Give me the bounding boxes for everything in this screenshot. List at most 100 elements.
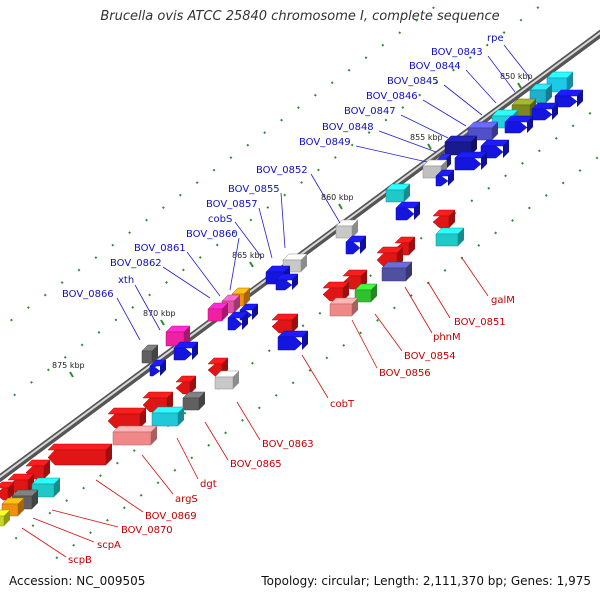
label-leader-line <box>310 173 341 224</box>
gene-label-reverse[interactable]: dgt <box>200 479 217 490</box>
gene-feature[interactable] <box>25 459 51 480</box>
label-leader-line <box>204 421 229 461</box>
gene-labels: rpe BOV_0843 BOV_0844 BOV_0845 BOV_0846 BOV_0… <box>62 33 515 566</box>
gene-label-forward[interactable]: BOV_0844 <box>409 61 461 72</box>
label-leader-line <box>404 286 433 334</box>
gene-label-reverse[interactable]: BOV_0856 <box>379 368 431 379</box>
gene-feature[interactable] <box>141 344 159 364</box>
label-leader-line <box>355 145 428 163</box>
scale-tick-mark <box>69 371 74 378</box>
accession-text: Accession: NC_009505 <box>9 574 146 588</box>
gene-label-reverse[interactable]: BOV_0863 <box>262 439 314 450</box>
gene-feature[interactable] <box>435 169 455 187</box>
gene-label-forward[interactable]: BOV_0860 <box>186 229 238 240</box>
gene-feature[interactable] <box>47 443 113 466</box>
scale-tick-label: 850 kbp <box>500 72 533 81</box>
gene-label-forward[interactable]: BOV_0857 <box>206 199 258 210</box>
label-leader-line <box>176 437 199 480</box>
gene-feature[interactable] <box>112 425 158 446</box>
gene-label-forward[interactable]: BOV_0846 <box>366 91 418 102</box>
gene-label-reverse[interactable]: argS <box>175 494 198 505</box>
gene-label-reverse[interactable]: scpA <box>97 540 121 551</box>
gene-label-reverse[interactable]: BOV_0851 <box>454 317 506 328</box>
scale-tick-label: 855 kbp <box>410 133 443 142</box>
gene-feature[interactable] <box>0 481 15 501</box>
label-leader-line <box>186 251 221 297</box>
gene-feature[interactable] <box>149 359 167 377</box>
label-leader-line <box>162 266 211 299</box>
gene-label-forward[interactable]: xth <box>118 275 134 286</box>
gene-feature[interactable] <box>422 159 448 179</box>
label-leader-line <box>400 114 449 139</box>
scale-tick-label: 860 kbp <box>321 193 354 202</box>
gene-feature[interactable] <box>454 151 488 171</box>
gene-feature[interactable] <box>214 370 240 390</box>
dotted-guides <box>10 6 599 560</box>
gene-label-reverse[interactable]: BOV_0865 <box>230 459 282 470</box>
gene-label-reverse[interactable]: BOV_0870 <box>121 525 173 536</box>
label-leader-line <box>465 69 497 104</box>
gene-feature[interactable] <box>531 102 559 121</box>
label-leader-line <box>443 84 483 116</box>
gene-label-forward[interactable]: BOV_0843 <box>431 47 483 58</box>
label-leader-line <box>427 281 451 319</box>
gene-feature[interactable] <box>207 302 229 322</box>
label-leader-line <box>487 55 516 93</box>
gene-feature[interactable] <box>381 261 413 282</box>
gene-label-reverse[interactable]: BOV_0854 <box>404 351 456 362</box>
gene-label-reverse[interactable]: galM <box>491 295 515 306</box>
gene-feature[interactable] <box>354 283 378 303</box>
gene-label-forward[interactable]: BOV_0861 <box>134 243 186 254</box>
scale-tick-mark <box>517 82 522 89</box>
gene-feature[interactable] <box>504 115 534 134</box>
gene-feature[interactable] <box>329 297 359 317</box>
label-leader-line <box>236 401 261 441</box>
gene-label-reverse[interactable]: cobT <box>330 399 355 410</box>
gene-feature[interactable] <box>271 313 299 334</box>
gene-label-forward[interactable]: cobS <box>208 214 232 225</box>
gene-label-forward[interactable]: BOV_0847 <box>344 106 396 117</box>
gene-feature[interactable] <box>173 341 199 361</box>
scale-tick-label: 870 kbp <box>143 309 176 318</box>
gene-feature[interactable] <box>275 273 299 291</box>
gene-feature[interactable] <box>182 391 206 411</box>
gene-feature[interactable] <box>435 227 465 247</box>
label-leader-line <box>461 257 489 297</box>
gene-label-reverse[interactable]: BOV_0869 <box>145 511 197 522</box>
gene-feature[interactable] <box>554 89 584 108</box>
gene-feature[interactable] <box>107 407 147 429</box>
gene-label-forward[interactable]: BOV_0848 <box>322 122 374 133</box>
gene-label-forward[interactable]: BOV_0862 <box>110 258 162 269</box>
gene-label-forward[interactable]: BOV_0852 <box>256 165 308 176</box>
label-leader-line <box>301 354 329 399</box>
label-leaders <box>21 44 531 558</box>
label-leader-line <box>229 237 240 291</box>
label-leader-line <box>32 517 95 543</box>
gene-label-reverse[interactable]: phnM <box>433 332 461 343</box>
gene-feature[interactable] <box>0 509 11 527</box>
label-leader-line <box>21 527 67 558</box>
gene-feature[interactable] <box>385 183 411 203</box>
gene-feature[interactable] <box>345 235 367 255</box>
gene-label-forward[interactable]: BOV_0866 <box>62 289 114 300</box>
gene-label-forward[interactable]: BOV_0845 <box>387 76 439 87</box>
gene-label-reverse[interactable]: scpB <box>68 555 92 566</box>
label-leader-line <box>280 192 286 249</box>
label-leader-line <box>134 284 161 331</box>
label-leader-line <box>234 221 263 259</box>
gene-feature[interactable] <box>277 330 309 351</box>
gene-label-forward[interactable]: BOV_0855 <box>228 184 280 195</box>
gene-feature[interactable] <box>227 311 249 331</box>
gene-feature[interactable] <box>151 406 185 427</box>
gene-label-forward[interactable]: BOV_0849 <box>299 137 351 148</box>
gene-feature[interactable] <box>335 219 359 239</box>
label-leader-line <box>141 454 174 495</box>
gene-feature[interactable] <box>175 375 197 395</box>
map-title: Brucella ovis ATCC 25840 chromosome I, c… <box>100 9 500 24</box>
scale-tick-mark <box>160 319 165 326</box>
label-leader-line <box>51 509 119 528</box>
gene-feature[interactable] <box>395 201 421 221</box>
gene-label-forward[interactable]: rpe <box>487 33 504 44</box>
gene-feature[interactable] <box>432 209 456 229</box>
